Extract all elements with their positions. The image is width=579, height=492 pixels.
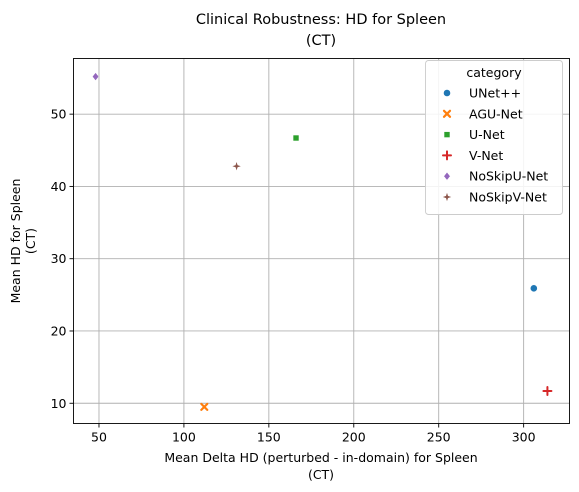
legend-label-v-net: V-Net xyxy=(469,148,503,163)
data-point-agu-net xyxy=(200,402,209,411)
chart-title-line-2: (CT) xyxy=(306,33,336,49)
y-tick-label: 30 xyxy=(51,251,67,266)
x-tick-label: 250 xyxy=(427,430,451,445)
x-tick-label: 100 xyxy=(172,430,196,445)
x-axis-label-line-2: (CT) xyxy=(308,467,334,482)
y-tick-label: 20 xyxy=(51,323,67,338)
chart-title-line-1: Clinical Robustness: HD for Spleen xyxy=(196,12,446,28)
legend-marker-noskipv-net xyxy=(442,192,452,202)
legend-marker-unetpp xyxy=(443,89,451,97)
legend-marker-agu-net xyxy=(442,109,452,118)
y-tick-label: 50 xyxy=(51,107,67,122)
data-points xyxy=(92,72,553,411)
y-axis-label-line-1: Mean HD for Spleen xyxy=(8,179,23,304)
legend: category UNet++ AGU-Net U-Net V-Net NoSkipU-… xyxy=(425,60,563,215)
legend-label-unetpp: UNet++ xyxy=(469,86,521,101)
legend-label-noskipu-net: NoSkipU-Net xyxy=(469,169,548,184)
legend-box xyxy=(425,60,563,215)
axis-ticks: 50 100 150 200 250 300 10 20 30 40 50 xyxy=(51,107,536,445)
data-point-v-net xyxy=(542,385,553,396)
x-tick-label: 300 xyxy=(512,430,536,445)
legend-label-u-net: U-Net xyxy=(469,127,505,142)
legend-title: category xyxy=(466,65,522,80)
x-tick-label: 200 xyxy=(342,430,366,445)
legend-marker-noskipu-net xyxy=(443,171,451,181)
legend-items: UNet++ AGU-Net U-Net V-Net NoSkipU-Net NoSkip… xyxy=(442,86,548,205)
data-point-unetpp xyxy=(529,284,538,293)
data-point-noskipu-net xyxy=(92,72,100,81)
data-point-u-net xyxy=(292,134,300,142)
legend-label-agu-net: AGU-Net xyxy=(469,106,523,121)
x-tick-label: 50 xyxy=(91,430,107,445)
legend-marker-v-net xyxy=(442,150,452,161)
x-axis-label-line-1: Mean Delta HD (perturbed - in-domain) fo… xyxy=(164,450,477,465)
y-tick-label: 10 xyxy=(51,396,67,411)
y-axis-label-line-2: (CT) xyxy=(23,228,38,254)
plot-area-frame xyxy=(73,58,570,424)
legend-marker-u-net xyxy=(443,131,451,138)
legend-label-noskipv-net: NoSkipV-Net xyxy=(469,190,547,205)
y-tick-label: 40 xyxy=(51,179,67,194)
x-tick-label: 150 xyxy=(257,430,281,445)
data-point-noskipv-net xyxy=(232,162,241,171)
